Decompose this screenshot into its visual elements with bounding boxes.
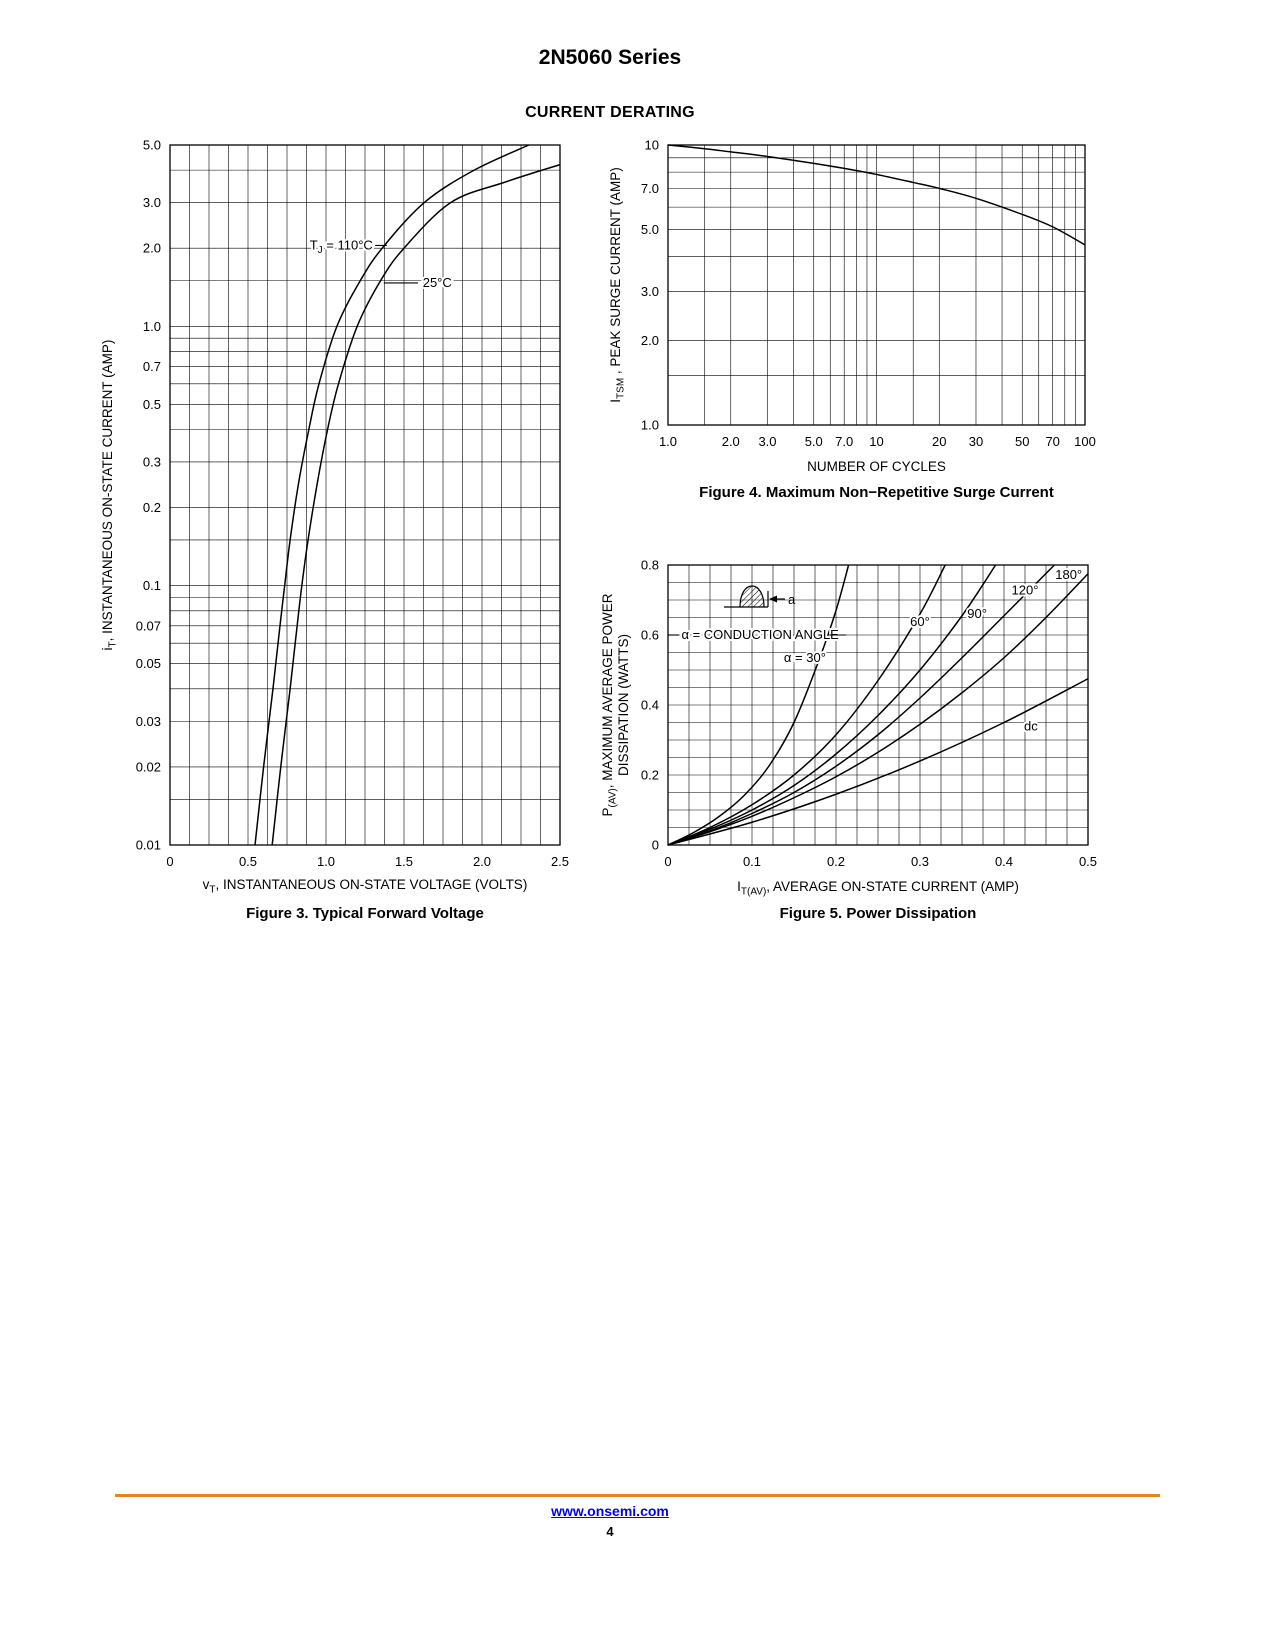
footer-rule <box>115 1494 1160 1497</box>
svg-text:5.0: 5.0 <box>805 434 823 449</box>
curve-label: α = 30° <box>784 650 826 665</box>
curve-0 <box>667 144 1086 246</box>
svg-text:10: 10 <box>869 434 883 449</box>
svg-text:1.0: 1.0 <box>317 854 335 869</box>
svg-text:50: 50 <box>1015 434 1029 449</box>
tick-labels: 10 7.0 5.0 3.0 2.0 1.01.0 2.0 3.0 5.0 7.0 10 20 30 50… <box>641 138 1096 450</box>
curve-5 <box>667 678 1089 846</box>
x-axis-title: NUMBER OF CYCLES <box>807 459 946 474</box>
figure5-power-dissipation-chart: 0.8 0.6 0.4 0.2 0 0 0.1 0.2 0.3 0.4 0.5 α = CONDUCT… <box>600 545 1160 910</box>
figure5-caption: Figure 5. Power Dissipation <box>779 905 977 922</box>
svg-text:0.4: 0.4 <box>995 854 1013 869</box>
curve-3 <box>667 564 1055 846</box>
svg-text:0.3: 0.3 <box>911 854 929 869</box>
plot-border <box>667 144 1086 426</box>
svg-text:0.7: 0.7 <box>143 359 161 374</box>
svg-text:3.0: 3.0 <box>143 195 161 210</box>
curve-2 <box>667 564 997 846</box>
y-axis-title: iT, INSTANTANEOUS ON-STATE CURRENT (AMP) <box>100 340 119 651</box>
page-number: 4 <box>606 1524 614 1539</box>
svg-text:2.0: 2.0 <box>641 333 659 348</box>
figure3-forward-voltage-chart: 5.0 3.0 2.0 1.0 0.7 0.5 0.3 0.2 0.1 0.07 0.05 0.03 0… <box>60 135 605 910</box>
curve-label: 180° <box>1055 567 1082 582</box>
curve-label: 90° <box>967 606 987 621</box>
svg-text:0.5: 0.5 <box>143 397 161 412</box>
svg-text:100: 100 <box>1074 434 1096 449</box>
svg-text:0.2: 0.2 <box>641 768 659 783</box>
gridlines <box>170 145 560 845</box>
svg-text:1.0: 1.0 <box>659 434 677 449</box>
gridlines <box>668 565 1088 845</box>
footer-link[interactable]: www.onsemi.com <box>551 1503 669 1519</box>
svg-text:0.3: 0.3 <box>143 454 161 469</box>
curve-1 <box>271 163 561 846</box>
tick-labels: 0.8 0.6 0.4 0.2 00 0.1 0.2 0.3 0.4 0.5 <box>641 558 1097 870</box>
svg-text:0: 0 <box>166 854 173 869</box>
svg-text:1.0: 1.0 <box>143 319 161 334</box>
page-title: 2N5060 Series <box>538 46 682 69</box>
curve-label: 120° <box>1012 583 1039 598</box>
svg-text:0.1: 0.1 <box>743 854 761 869</box>
svg-text:5.0: 5.0 <box>143 138 161 153</box>
svg-text:0.05: 0.05 <box>136 656 161 671</box>
svg-text:0.4: 0.4 <box>641 698 659 713</box>
curve-label: TJ = 110°C <box>310 237 373 256</box>
figure4-caption: Figure 4. Maximum Non−Repetitive Surge C… <box>699 484 1054 501</box>
svg-text:1.5: 1.5 <box>395 854 413 869</box>
section-heading: CURRENT DERATING <box>525 104 695 121</box>
svg-text:2.0: 2.0 <box>143 241 161 256</box>
svg-text:0.2: 0.2 <box>143 500 161 515</box>
svg-text:0.2: 0.2 <box>827 854 845 869</box>
svg-text:2.0: 2.0 <box>473 854 491 869</box>
svg-text:0.5: 0.5 <box>239 854 257 869</box>
x-axis-title: vT, INSTANTANEOUS ON-STATE VOLTAGE (VOLT… <box>203 877 528 896</box>
svg-text:30: 30 <box>969 434 983 449</box>
svg-text:0.5: 0.5 <box>1079 854 1097 869</box>
svg-text:3.0: 3.0 <box>758 434 776 449</box>
svg-text:70: 70 <box>1045 434 1059 449</box>
x-axis-title: IT(AV), AVERAGE ON-STATE CURRENT (AMP) <box>737 879 1019 898</box>
curve-4 <box>667 573 1089 846</box>
svg-text:5.0: 5.0 <box>641 222 659 237</box>
current-pulse-icon: a <box>724 585 796 608</box>
svg-text:1.0: 1.0 <box>641 418 659 433</box>
svg-text:0.02: 0.02 <box>136 759 161 774</box>
figure3-caption: Figure 3. Typical Forward Voltage <box>246 905 484 922</box>
svg-text:0.1: 0.1 <box>143 578 161 593</box>
svg-text:0.01: 0.01 <box>136 838 161 853</box>
svg-text:20: 20 <box>932 434 946 449</box>
svg-text:3.0: 3.0 <box>641 284 659 299</box>
curve-0 <box>254 144 530 846</box>
svg-text:0.07: 0.07 <box>136 618 161 633</box>
svg-text:7.0: 7.0 <box>835 434 853 449</box>
y-axis-title: P(AV), MAXIMUM AVERAGE POWER <box>600 593 619 816</box>
fig3-plot-svg: 5.0 3.0 2.0 1.0 0.7 0.5 0.3 0.2 0.1 0.07 0.05 0.03 0… <box>100 138 569 896</box>
svg-text:10: 10 <box>645 138 659 153</box>
tick-labels: 5.0 3.0 2.0 1.0 0.7 0.5 0.3 0.2 0.1 0.07 0.05 0.03 0… <box>136 138 569 870</box>
fig5-plot-svg: 0.8 0.6 0.4 0.2 00 0.1 0.2 0.3 0.4 0.5 α = CONDUCT… <box>600 558 1097 898</box>
plot-border <box>169 144 561 846</box>
svg-text:0.8: 0.8 <box>641 558 659 573</box>
gridlines <box>668 145 1085 425</box>
pulse-width-label: a <box>788 592 796 607</box>
svg-text:2.0: 2.0 <box>722 434 740 449</box>
curve-label: dc <box>1024 719 1038 734</box>
curve-label: 60° <box>910 614 930 629</box>
svg-text:2.5: 2.5 <box>551 854 569 869</box>
y-axis-title: DISSIPATION (WATTS) <box>616 634 631 776</box>
y-axis-title: ITSM , PEAK SURGE CURRENT (AMP) <box>608 167 627 402</box>
svg-text:7.0: 7.0 <box>641 181 659 196</box>
curve-0 <box>667 564 850 846</box>
curve-label: 25°C <box>423 275 452 290</box>
figure4-surge-current-chart: 10 7.0 5.0 3.0 2.0 1.0 1.0 2.0 3.0 5.0 7.0 10 20 30 50… <box>600 135 1160 488</box>
plot-border <box>667 564 1089 846</box>
svg-text:0.6: 0.6 <box>641 628 659 643</box>
curve-label: α = CONDUCTION ANGLE <box>681 627 839 642</box>
curve-1 <box>667 564 946 846</box>
svg-text:0: 0 <box>664 854 671 869</box>
fig4-plot-svg: 10 7.0 5.0 3.0 2.0 1.01.0 2.0 3.0 5.0 7.0 10 20 30 50… <box>608 138 1096 475</box>
svg-text:0: 0 <box>652 838 659 853</box>
svg-text:0.03: 0.03 <box>136 714 161 729</box>
